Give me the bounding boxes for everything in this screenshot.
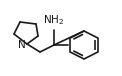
Text: N: N <box>18 40 26 50</box>
Text: NH$_2$: NH$_2$ <box>43 13 65 27</box>
